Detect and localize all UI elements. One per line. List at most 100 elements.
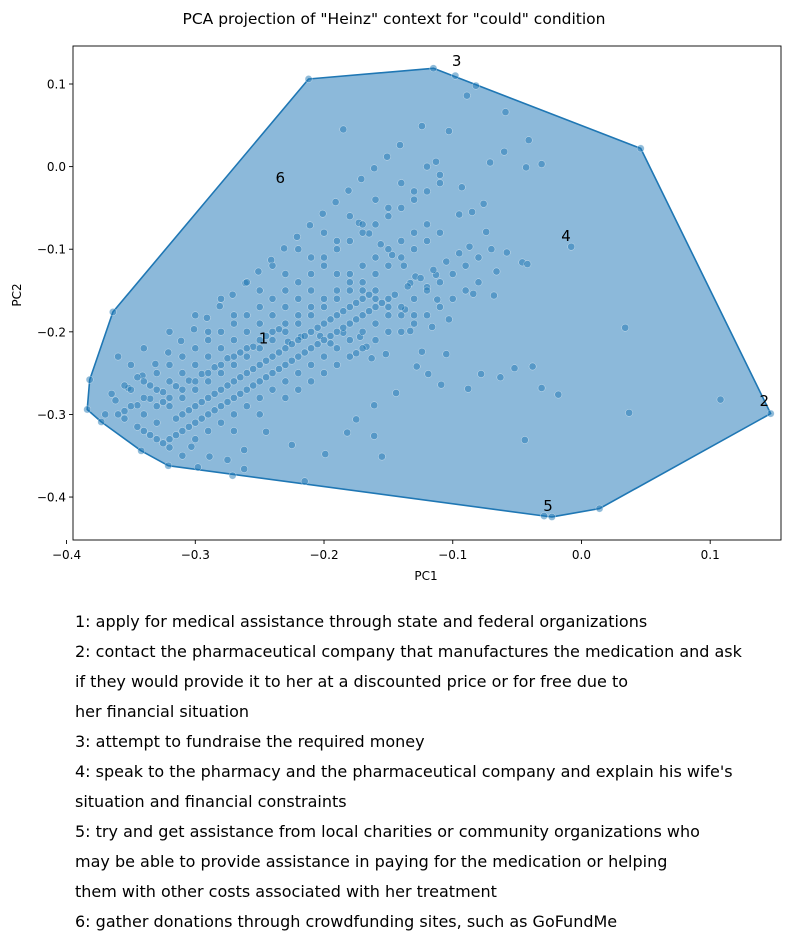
data-point (461, 261, 470, 270)
data-point (172, 414, 180, 423)
data-point (217, 294, 225, 303)
data-point (240, 446, 249, 454)
data-point (370, 164, 379, 173)
data-point (262, 427, 270, 436)
data-point (352, 415, 361, 424)
data-point (399, 261, 408, 270)
data-point (448, 294, 457, 303)
data-point (281, 319, 290, 328)
data-point (164, 461, 173, 470)
data-point (152, 435, 161, 444)
data-point (423, 286, 431, 295)
data-point (345, 352, 354, 361)
data-point (410, 228, 418, 237)
data-point (223, 398, 232, 406)
data-point (318, 209, 327, 218)
data-point (461, 286, 470, 295)
data-point (255, 303, 264, 311)
legend-item-5: 5: try and get assistance from local cha… (75, 817, 780, 907)
data-point (114, 410, 122, 419)
chart-title: PCA projection of "Heinz" context for "c… (183, 10, 606, 28)
data-point (496, 373, 505, 382)
data-point (139, 377, 148, 386)
data-point (275, 325, 283, 334)
data-point (423, 220, 431, 229)
data-point (548, 513, 556, 521)
data-point (345, 237, 354, 245)
data-point (320, 261, 328, 270)
data-point (217, 385, 225, 394)
data-point (384, 294, 393, 303)
data-point (437, 380, 446, 389)
data-point (159, 439, 167, 448)
data-point (159, 388, 167, 396)
data-point (397, 253, 406, 262)
data-point (397, 327, 406, 336)
data-point (472, 81, 480, 90)
data-point (490, 291, 498, 300)
data-point (384, 245, 393, 254)
data-point (306, 221, 314, 230)
data-point (210, 389, 219, 398)
data-point (152, 402, 161, 411)
data-point (280, 244, 288, 253)
data-point (384, 261, 393, 270)
y-tick-label: −0.2 (37, 325, 66, 339)
legend-item-4: 4: speak to the pharmacy and the pharmac… (75, 757, 780, 817)
data-point (477, 370, 485, 378)
data-point (191, 361, 200, 369)
data-point (358, 278, 367, 287)
data-point (378, 299, 386, 307)
data-point (187, 442, 196, 451)
data-point (500, 147, 509, 156)
data-point (268, 261, 277, 270)
data-point (139, 344, 148, 353)
data-point (197, 370, 206, 378)
data-point (445, 127, 453, 135)
data-point (371, 286, 380, 295)
data-point (371, 319, 380, 328)
data-point (300, 477, 309, 486)
data-point (204, 327, 213, 336)
data-point (370, 432, 379, 440)
data-point (204, 369, 213, 377)
data-point (190, 325, 198, 334)
data-point (294, 311, 303, 320)
data-point (451, 71, 460, 80)
data-point (281, 377, 290, 386)
data-point (397, 179, 406, 187)
x-tick-label: 0.1 (701, 548, 720, 562)
data-point (262, 332, 270, 340)
cluster-label-1: 1 (259, 329, 269, 347)
data-point (230, 410, 238, 419)
x-tick-label: −0.2 (309, 548, 338, 562)
data-point (127, 402, 135, 411)
data-point (465, 242, 474, 251)
data-point (455, 210, 464, 219)
data-point (436, 303, 444, 311)
data-point (528, 362, 537, 371)
data-point (268, 294, 277, 303)
data-point (523, 260, 532, 268)
y-axis-title: PC2 (10, 283, 24, 306)
data-point (178, 369, 187, 377)
data-point (307, 286, 315, 295)
data-point (255, 377, 264, 386)
data-point (365, 229, 373, 238)
data-point (510, 364, 519, 373)
data-point (275, 365, 283, 373)
data-point (442, 257, 451, 266)
data-point (636, 144, 645, 153)
data-point (766, 409, 775, 418)
data-point (479, 199, 488, 208)
data-point (442, 350, 451, 358)
data-point (320, 294, 328, 303)
data-point (230, 319, 238, 328)
data-point (464, 384, 473, 393)
data-point (345, 286, 354, 295)
data-point (268, 369, 277, 377)
data-point (204, 377, 213, 386)
data-point (436, 179, 444, 187)
data-point (448, 270, 457, 278)
data-point (392, 389, 400, 397)
